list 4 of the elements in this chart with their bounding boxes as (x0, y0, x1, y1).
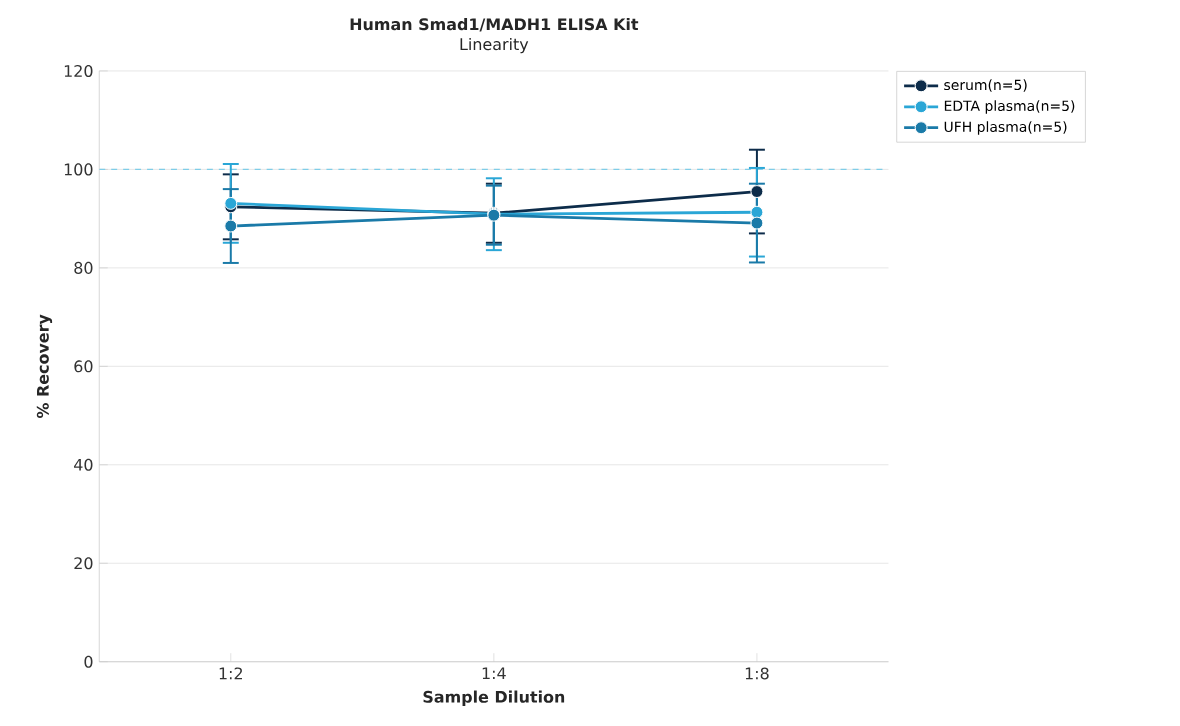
point (750, 216, 764, 230)
point (750, 205, 764, 219)
point (224, 219, 238, 233)
point (750, 184, 764, 198)
